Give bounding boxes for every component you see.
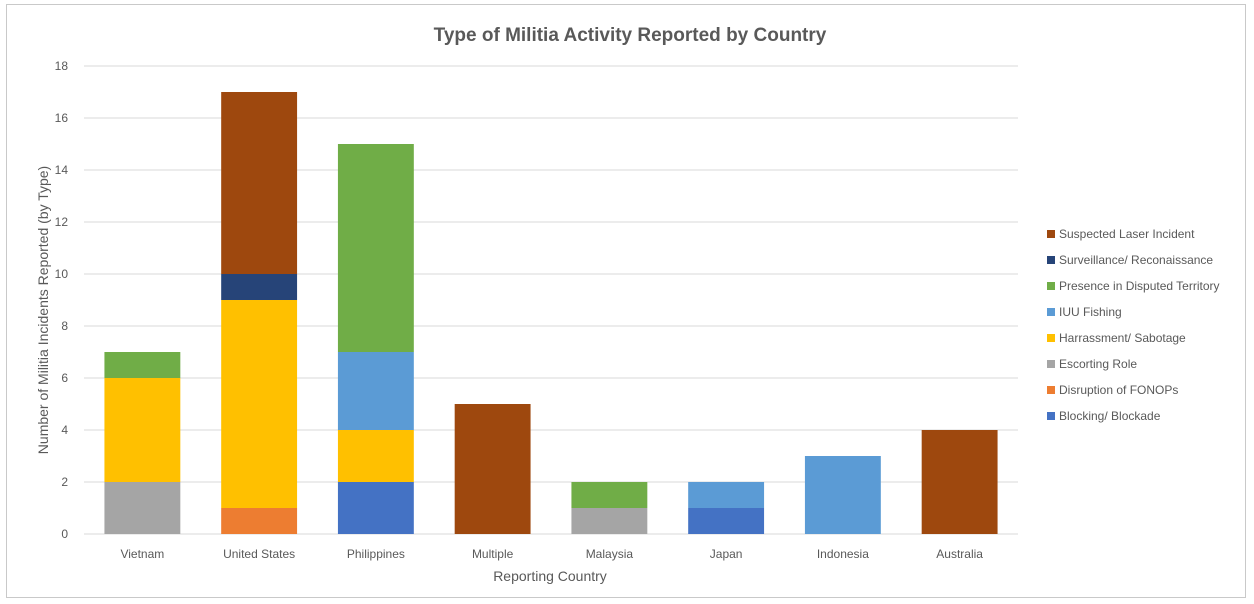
legend-swatch <box>1047 256 1055 264</box>
legend-label: Escorting Role <box>1059 357 1137 371</box>
y-tick-label: 4 <box>61 423 68 437</box>
legend-item: Blocking/ Blockade <box>1047 409 1161 423</box>
legend-label: Blocking/ Blockade <box>1059 409 1161 423</box>
legend-swatch <box>1047 230 1055 238</box>
bar-segment <box>921 430 998 534</box>
legend-swatch <box>1047 412 1055 420</box>
legend-label: IUU Fishing <box>1059 305 1122 319</box>
legend: Suspected Laser Incident Surveillance/ Re… <box>1047 227 1220 423</box>
bar-segment <box>454 404 531 534</box>
legend-label: Presence in Disputed Territory <box>1059 279 1220 293</box>
legend-item: Surveillance/ Reconaissance <box>1047 253 1213 267</box>
legend-item: Escorting Role <box>1047 357 1137 371</box>
legend-item: Disruption of FONOPs <box>1047 383 1178 397</box>
bar-segment <box>688 508 765 534</box>
legend-swatch <box>1047 282 1055 290</box>
bar-segment <box>104 352 181 378</box>
legend-item: Presence in Disputed Territory <box>1047 279 1220 293</box>
bar-segment <box>804 456 881 534</box>
bar-segment <box>104 482 181 534</box>
bar-segment <box>337 482 414 534</box>
y-tick-label: 14 <box>55 163 69 177</box>
x-axis-title: Reporting Country <box>493 568 607 584</box>
bar-segment <box>571 508 648 534</box>
bar-segment <box>688 482 765 508</box>
legend-label: Disruption of FONOPs <box>1059 383 1178 397</box>
legend-swatch <box>1047 360 1055 368</box>
bar-segment <box>337 430 414 482</box>
x-tick-label: Vietnam <box>120 547 164 561</box>
y-tick-label: 10 <box>55 267 69 281</box>
y-tick-label: 18 <box>55 59 69 73</box>
x-tick-label: Japan <box>710 547 743 561</box>
x-tick-label: Multiple <box>472 547 514 561</box>
x-tick-label: United States <box>223 547 295 561</box>
y-tick-label: 8 <box>61 319 68 333</box>
bar-segment <box>221 92 298 274</box>
y-tick-label: 6 <box>61 371 68 385</box>
x-tick-label: Malaysia <box>586 547 634 561</box>
bar-segment <box>571 482 648 508</box>
legend-swatch <box>1047 334 1055 342</box>
bar-segment <box>221 508 298 534</box>
bar-segment <box>337 352 414 430</box>
y-tick-label: 16 <box>55 111 69 125</box>
x-tick-label: Australia <box>936 547 983 561</box>
bar-segment <box>221 300 298 508</box>
legend-item: Harrassment/ Sabotage <box>1047 331 1186 345</box>
legend-label: Surveillance/ Reconaissance <box>1059 253 1213 267</box>
legend-swatch <box>1047 308 1055 316</box>
y-tick-labels: 0 2 4 6 8 10 12 14 16 18 <box>55 59 69 541</box>
legend-label: Harrassment/ Sabotage <box>1059 331 1186 345</box>
x-tick-label: Philippines <box>347 547 405 561</box>
bar-segment <box>337 144 414 352</box>
legend-item: Suspected Laser Incident <box>1047 227 1195 241</box>
y-axis-title: Number of Militia Incidents Reported (by… <box>35 166 51 454</box>
bars <box>104 92 998 534</box>
x-tick-label: Indonesia <box>817 547 869 561</box>
legend-item: IUU Fishing <box>1047 305 1122 319</box>
y-tick-label: 0 <box>61 527 68 541</box>
y-tick-label: 2 <box>61 475 68 489</box>
y-tick-label: 12 <box>55 215 69 229</box>
legend-swatch <box>1047 386 1055 394</box>
x-tick-labels: Vietnam United States Philippines Multiple M… <box>120 547 983 561</box>
bar-segment <box>104 378 181 482</box>
legend-label: Suspected Laser Incident <box>1059 227 1195 241</box>
bar-segment <box>221 274 298 300</box>
chart-title: Type of Militia Activity Reported by Cou… <box>434 25 827 46</box>
